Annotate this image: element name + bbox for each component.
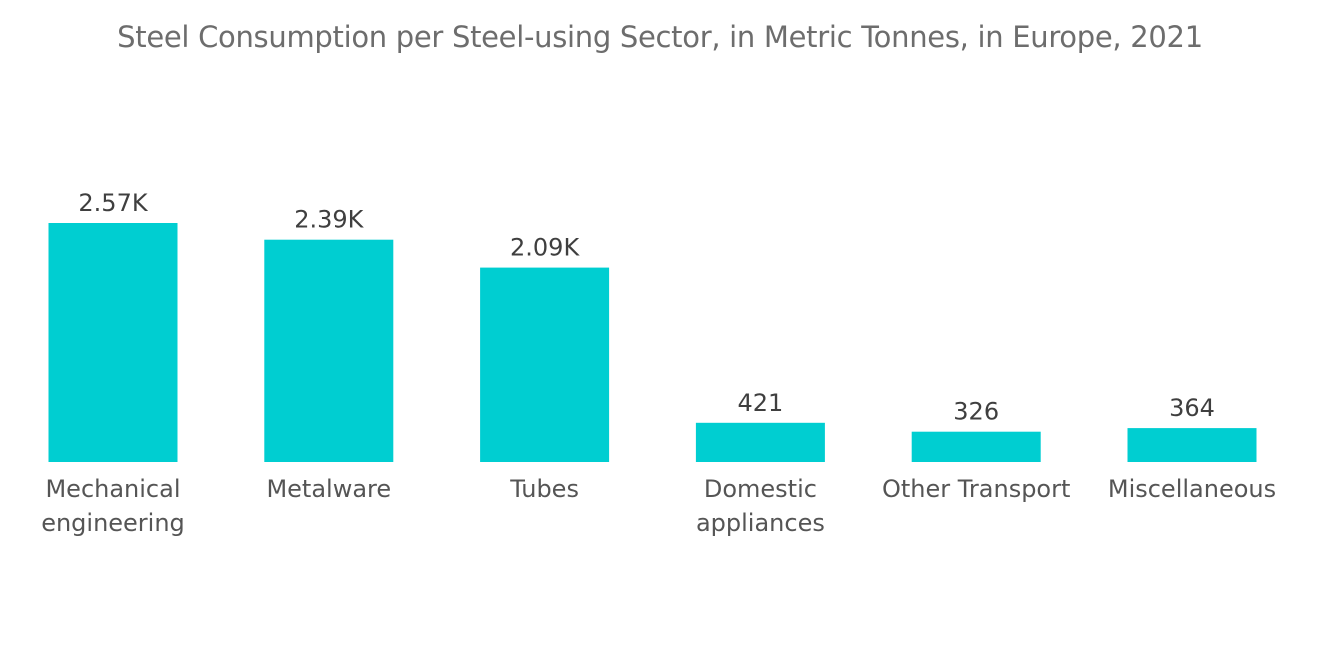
category-label-4: Other Transport: [882, 475, 1070, 503]
value-labels-layer: 2.57K 2.39K 2.09K 421 326 364: [78, 189, 1215, 426]
bar-4: [911, 431, 1041, 462]
category-label-line: Tubes: [509, 475, 579, 503]
category-label-line: Other Transport: [882, 475, 1070, 503]
category-label-2: Tubes: [509, 475, 579, 503]
category-label-0: Mechanical engineering: [41, 475, 185, 537]
bar-1: [264, 239, 394, 462]
category-label-line: Mechanical: [45, 475, 180, 503]
category-label-5: Miscellaneous: [1108, 475, 1276, 503]
category-label-line: engineering: [41, 509, 185, 537]
chart-title: Steel Consumption per Steel-using Sector…: [117, 20, 1203, 54]
category-label-1: Metalware: [266, 475, 391, 503]
category-label-3: Domestic appliances: [696, 475, 825, 537]
category-label-line: Metalware: [266, 475, 391, 503]
category-label-line: Domestic: [704, 475, 817, 503]
bar-3: [695, 422, 825, 462]
category-label-line: Miscellaneous: [1108, 475, 1276, 503]
bar-5: [1127, 428, 1257, 462]
bar-2: [480, 267, 610, 462]
data-label-2: 2.09K: [510, 234, 580, 262]
data-label-3: 421: [737, 389, 783, 417]
category-labels-layer: Mechanical engineering Metalware Tubes Domes…: [41, 475, 1276, 537]
data-label-1: 2.39K: [294, 206, 364, 234]
data-label-0: 2.57K: [78, 189, 148, 217]
data-label-4: 326: [953, 398, 999, 426]
bars-layer: [48, 223, 1257, 462]
bar-0: [48, 223, 178, 462]
data-label-5: 364: [1169, 394, 1215, 422]
category-label-line: appliances: [696, 509, 825, 537]
